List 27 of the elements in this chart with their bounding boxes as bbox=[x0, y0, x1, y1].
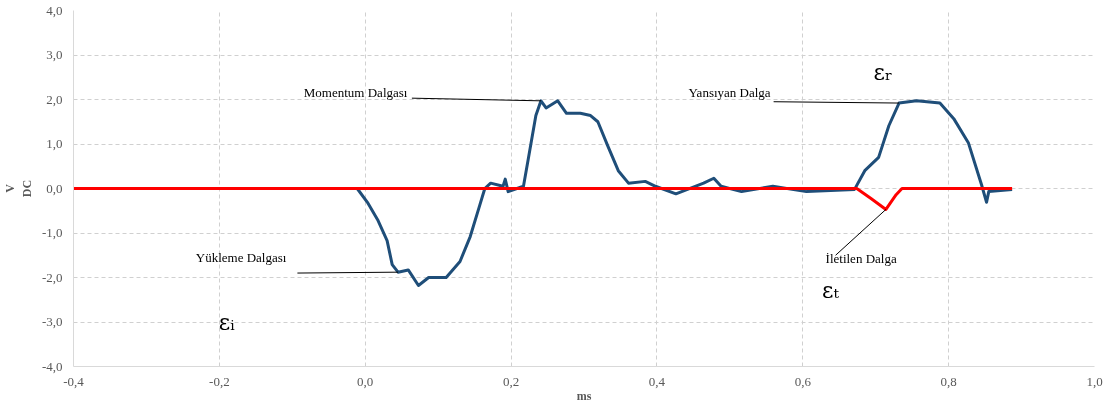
x-tick-label: 0,4 bbox=[648, 373, 666, 389]
annotation: Yansıyan Dalga bbox=[688, 84, 771, 100]
annotation: εₜ bbox=[822, 278, 840, 304]
x-tick-label: 0,0 bbox=[357, 373, 374, 389]
y-tick-label: 1,0 bbox=[46, 136, 63, 151]
x-axis-title: ms bbox=[576, 388, 592, 403]
x-tick-label: 0,2 bbox=[502, 373, 520, 389]
y-tick-label: -1,0 bbox=[41, 225, 63, 240]
annotation: İletilen Dalga bbox=[825, 251, 897, 267]
annotation: Yükleme Dalgası bbox=[195, 250, 287, 266]
y-tick-label: -2,0 bbox=[41, 269, 63, 285]
x-tick-label: -0,2 bbox=[209, 373, 230, 389]
x-tick-label: 1,0 bbox=[1086, 373, 1103, 389]
annotation: Momentum Dalgası bbox=[303, 84, 408, 100]
x-tick-label: -0,4 bbox=[63, 373, 85, 389]
y-axis-title: V DC bbox=[3, 179, 34, 198]
annotation: εᵢ bbox=[218, 309, 236, 335]
x-tick-label: 0,6 bbox=[794, 373, 812, 389]
annotation: εᵣ bbox=[873, 60, 893, 86]
y-tick-label: -3,0 bbox=[41, 314, 63, 329]
x-tick-label: 0,8 bbox=[940, 373, 957, 389]
y-tick-label: -4,0 bbox=[41, 358, 63, 374]
y-tick-label: 0,0 bbox=[46, 180, 63, 196]
y-tick-label: 3,0 bbox=[46, 47, 63, 62]
y-tick-label: 2,0 bbox=[46, 91, 63, 107]
y-tick-label: 4,0 bbox=[46, 2, 63, 18]
line-series bbox=[73, 187, 1014, 211]
